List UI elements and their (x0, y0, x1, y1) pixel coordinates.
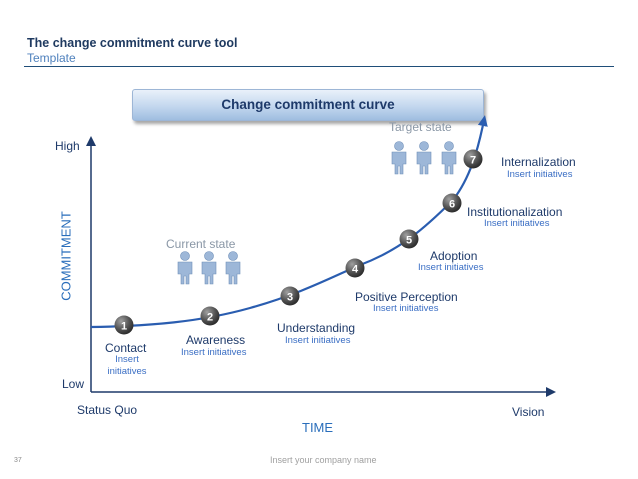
x-axis-start-label: Status Quo (77, 403, 138, 417)
stage-number: 6 (449, 199, 455, 211)
stage-4-name: Positive Perception (355, 290, 458, 304)
y-axis-high-label: High (55, 139, 80, 153)
stage-1-initiatives: Insert initiatives (107, 354, 147, 377)
stage-badge: 1 (114, 315, 134, 335)
company-name-placeholder: Insert your company name (270, 455, 377, 465)
stage-badge: 7 (463, 149, 483, 169)
stage-4-initiatives: Insert initiatives (373, 303, 439, 314)
stage-badge: 5 (399, 229, 419, 249)
page-title: The change commitment curve tool (27, 36, 238, 50)
y-axis-low-label: Low (62, 377, 85, 391)
stage-number: 3 (287, 292, 293, 304)
stage-badge: 4 (345, 258, 365, 278)
stage-7-initiatives: Insert initiatives (507, 169, 573, 180)
stage-6-name: Institutionalization (467, 205, 563, 219)
current-state-people-icon (177, 251, 241, 285)
stage-7-name: Internalization (501, 155, 576, 169)
stage-3-initiatives: Insert initiatives (285, 335, 351, 346)
page-subtitle: Template (27, 51, 76, 65)
x-axis-title: TIME (302, 420, 334, 435)
stage-1-name: Contact (105, 341, 147, 355)
stage-number: 7 (470, 155, 476, 167)
stage-6-initiatives: Insert initiatives (484, 218, 550, 229)
page-number: 37 (14, 457, 22, 464)
stage-badge: 3 (280, 286, 300, 306)
stage-2-initiatives: Insert initiatives (181, 347, 247, 358)
stage-number: 5 (406, 235, 412, 247)
stage-number: 1 (121, 321, 127, 333)
stage-number: 2 (207, 312, 213, 324)
curve-banner: Change commitment curve (132, 89, 484, 121)
current-state-label: Current state (166, 237, 236, 251)
target-state-people-icon (391, 141, 457, 175)
x-axis-end-label: Vision (512, 405, 545, 419)
stage-badge: 2 (200, 306, 220, 326)
stage-3-name: Understanding (277, 321, 356, 335)
stage-badge: 6 (442, 193, 462, 213)
stage-number: 4 (352, 264, 359, 276)
stage-2-name: Awareness (186, 333, 246, 347)
title-divider (24, 66, 614, 67)
target-state-label: Target state (389, 120, 452, 134)
stage-5-initiatives: Insert initiatives (418, 262, 484, 273)
stage-5-name: Adoption (430, 249, 478, 263)
y-axis-title: COMMITMENT (58, 211, 74, 301)
